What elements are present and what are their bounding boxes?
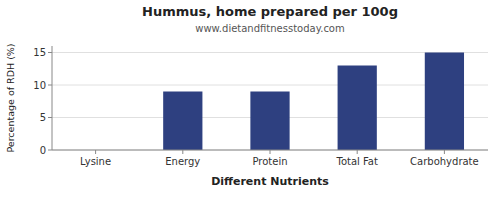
x-tick-label: Lysine [80, 156, 111, 167]
x-tick [444, 150, 445, 154]
y-tick [48, 52, 52, 53]
y-tick-label: 5 [40, 112, 46, 123]
x-tick [357, 150, 358, 154]
bar [163, 92, 202, 151]
subtitle: www.dietandfitnesstoday.com [195, 23, 344, 34]
chart: Hummus, home prepared per 100g www.dietan… [0, 0, 500, 200]
y-axis-line [52, 46, 53, 150]
y-tick [48, 117, 52, 118]
bar [250, 92, 289, 151]
y-tick [48, 150, 52, 151]
bar [425, 53, 464, 151]
x-axis-label: Different Nutrients [211, 175, 329, 188]
x-tick-label: Protein [252, 156, 287, 167]
bar [338, 66, 377, 151]
grid [52, 53, 488, 151]
y-tick [48, 85, 52, 86]
x-tick [182, 150, 183, 154]
grid-line [52, 52, 488, 53]
bars [163, 53, 464, 151]
y-tick-label: 10 [33, 80, 46, 91]
x-tick-label: Carbohydrate [410, 156, 479, 167]
chart-container: Hummus, home prepared per 100g www.dietan… [0, 0, 500, 200]
x-tick-label: Total Fat [335, 156, 377, 167]
x-tick [270, 150, 271, 154]
title: Hummus, home prepared per 100g [142, 4, 398, 19]
x-tick [95, 150, 96, 154]
y-tick-label: 15 [33, 47, 46, 58]
grid-line [52, 85, 488, 86]
y-axis-label: Percentage of RDH (%) [5, 43, 16, 152]
y-tick-label: 0 [40, 145, 46, 156]
x-tick-label: Energy [165, 156, 200, 167]
